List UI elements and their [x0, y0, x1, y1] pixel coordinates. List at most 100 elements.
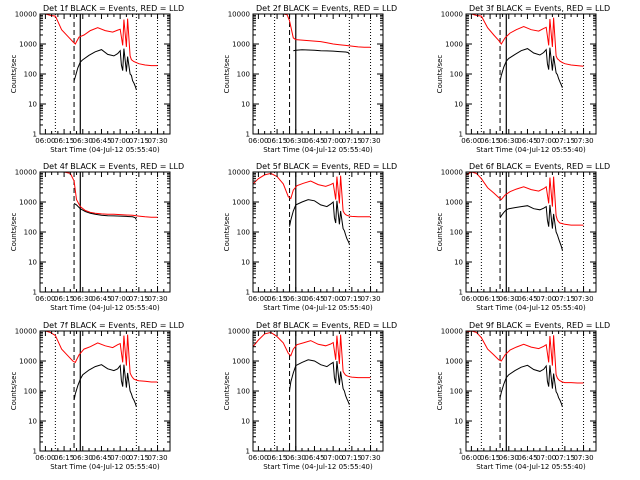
x-tick-label: 06:45 — [304, 454, 324, 462]
x-tick-label: 07:15 — [555, 454, 575, 462]
y-tick-label: 10 — [241, 101, 250, 109]
y-tick-label: 100 — [24, 229, 37, 237]
lld-series-line — [466, 331, 584, 384]
x-tick-label: 06:00 — [248, 454, 268, 462]
y-tick-label: 1 — [459, 131, 463, 139]
chart-title: Det 6f BLACK = Events, RED = LLD — [469, 162, 610, 171]
y-tick-label: 1 — [246, 131, 250, 139]
x-tick-label: 06:30 — [499, 454, 519, 462]
chart-panel-5: Det 5f BLACK = Events, RED = LLD 1 10 100 10… — [223, 162, 397, 312]
chart-title: Det 5f BLACK = Events, RED = LLD — [256, 162, 397, 171]
y-tick-label: 10 — [28, 259, 37, 267]
x-tick-label: 07:00 — [323, 295, 343, 303]
chart-panel-3: Det 3f BLACK = Events, RED = LLD 1 10 100 10… — [436, 4, 610, 154]
chart-title: Det 8f BLACK = Events, RED = LLD — [256, 321, 397, 330]
chart-title: Det 1f BLACK = Events, RED = LLD — [43, 4, 184, 13]
x-tick-label: 07:00 — [536, 137, 556, 145]
chart-panel-2: Det 2f BLACK = Events, RED = LLD 1 10 100 10… — [223, 4, 397, 154]
y-tick-label: 100 — [24, 388, 37, 396]
y-tick-label: 10 — [241, 418, 250, 426]
y-tick-label: 100 — [450, 229, 463, 237]
y-tick-label: 10000 — [228, 11, 250, 19]
x-tick-label: 07:00 — [110, 137, 130, 145]
y-tick-label: 1 — [33, 289, 37, 297]
x-axis-label: Start Time (04-Jul-12 05:55:40) — [476, 146, 586, 154]
x-tick-label: 06:45 — [517, 295, 537, 303]
events-series-line — [499, 364, 563, 407]
x-tick-label: 07:00 — [536, 454, 556, 462]
x-tick-label: 06:00 — [35, 295, 55, 303]
plot-frame — [465, 13, 597, 135]
x-tick-label: 06:45 — [91, 295, 111, 303]
x-tick-label: 07:15 — [342, 454, 362, 462]
y-tick-label: 100 — [450, 71, 463, 79]
chart-panel-8: Det 8f BLACK = Events, RED = LLD 1 10 100 10… — [223, 321, 397, 471]
x-axis-label: Start Time (04-Jul-12 05:55:40) — [476, 304, 586, 312]
x-tick-label: 07:15 — [342, 137, 362, 145]
x-tick-label: 06:30 — [286, 295, 306, 303]
events-series-line — [289, 359, 350, 405]
x-tick-label: 06:15 — [54, 137, 74, 145]
x-tick-label: 06:15 — [267, 454, 287, 462]
y-tick-label: 1 — [246, 448, 250, 456]
plot-frame — [252, 13, 384, 135]
y-axis-label: Counts/sec — [223, 213, 231, 252]
y-tick-label: 10 — [454, 101, 463, 109]
lld-series-line — [253, 331, 371, 379]
y-axis-label: Counts/sec — [223, 372, 231, 411]
y-tick-label: 10 — [241, 259, 250, 267]
events-series-line — [73, 364, 137, 407]
y-axis-label: Counts/sec — [223, 55, 231, 94]
x-tick-label: 06:45 — [517, 137, 537, 145]
chart-title: Det 7f BLACK = Events, RED = LLD — [43, 321, 184, 330]
y-tick-label: 10000 — [15, 11, 37, 19]
lld-series-line — [466, 14, 584, 67]
y-tick-label: 100 — [237, 388, 250, 396]
x-tick-label: 06:00 — [248, 295, 268, 303]
x-tick-label: 06:15 — [480, 295, 500, 303]
y-tick-label: 1000 — [445, 199, 463, 207]
x-tick-label: 06:45 — [517, 454, 537, 462]
y-tick-label: 10000 — [15, 169, 37, 177]
x-tick-label: 06:15 — [54, 454, 74, 462]
x-tick-label: 07:30 — [573, 137, 593, 145]
lld-series-line — [40, 331, 158, 383]
y-axis-label: Counts/sec — [10, 213, 18, 252]
x-tick-label: 06:00 — [248, 137, 268, 145]
x-tick-label: 06:00 — [461, 137, 481, 145]
events-series-line — [73, 202, 137, 220]
x-axis-label: Start Time (04-Jul-12 05:55:40) — [50, 304, 160, 312]
lld-series-line — [253, 172, 371, 218]
x-tick-label: 06:15 — [267, 137, 287, 145]
y-tick-label: 1000 — [19, 358, 37, 366]
y-tick-label: 100 — [24, 71, 37, 79]
x-tick-label: 06:45 — [91, 137, 111, 145]
x-tick-label: 06:15 — [480, 454, 500, 462]
x-axis-label: Start Time (04-Jul-12 05:55:40) — [50, 146, 160, 154]
y-tick-label: 1000 — [445, 358, 463, 366]
y-tick-label: 1 — [246, 289, 250, 297]
plot-frame — [252, 171, 384, 293]
x-tick-label: 07:00 — [536, 295, 556, 303]
y-tick-label: 1000 — [445, 41, 463, 49]
x-tick-label: 07:15 — [342, 295, 362, 303]
x-tick-label: 07:30 — [147, 295, 167, 303]
plot-frame — [39, 330, 171, 452]
chart-title: Det 3f BLACK = Events, RED = LLD — [469, 4, 610, 13]
x-axis-label: Start Time (04-Jul-12 05:55:40) — [263, 463, 373, 471]
y-tick-label: 10 — [28, 418, 37, 426]
x-tick-label: 07:30 — [360, 137, 380, 145]
x-tick-label: 07:30 — [573, 295, 593, 303]
x-tick-label: 06:30 — [73, 137, 93, 145]
x-tick-label: 07:15 — [555, 295, 575, 303]
x-tick-label: 07:00 — [110, 295, 130, 303]
chart-panel-4: Det 4f BLACK = Events, RED = LLD 1 10 100 10… — [10, 162, 184, 312]
y-axis-label: Counts/sec — [436, 372, 444, 411]
y-tick-label: 10 — [454, 259, 463, 267]
y-tick-label: 100 — [237, 229, 250, 237]
y-tick-label: 1 — [33, 131, 37, 139]
y-tick-label: 10 — [28, 101, 37, 109]
x-tick-label: 07:30 — [147, 454, 167, 462]
y-tick-label: 100 — [237, 71, 250, 79]
